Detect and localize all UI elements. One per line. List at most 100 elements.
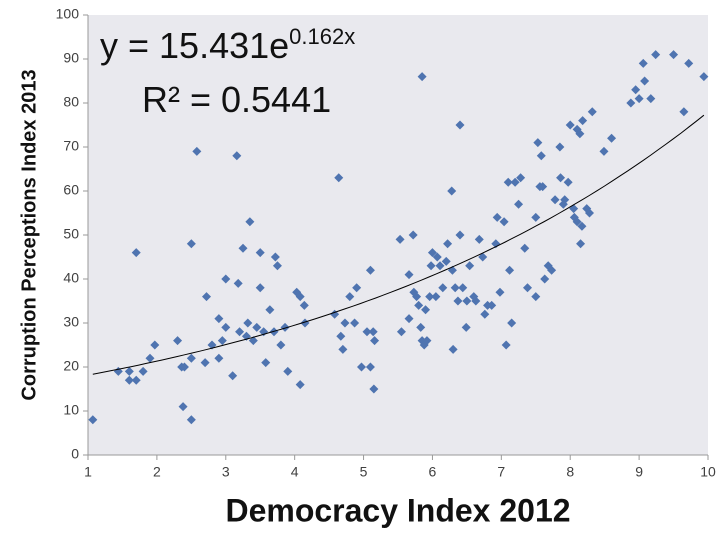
point (214, 314, 224, 324)
point (233, 278, 243, 288)
equation-base: y = 15.431e (100, 25, 289, 66)
y-tick-label: 80 (63, 94, 79, 110)
point (560, 195, 570, 205)
point (201, 292, 211, 302)
point (238, 243, 248, 253)
point (334, 173, 344, 183)
point (186, 239, 196, 249)
y-tick-label: 40 (63, 270, 79, 286)
y-tick-label: 70 (63, 138, 79, 154)
point (510, 177, 520, 187)
point (550, 195, 560, 205)
point (138, 366, 148, 376)
point (531, 292, 541, 302)
point (505, 265, 515, 275)
point (651, 50, 661, 60)
y-tick-label: 10 (63, 402, 79, 418)
y-tick-label: 90 (63, 50, 79, 66)
point (421, 305, 431, 315)
point (228, 371, 238, 381)
point (536, 151, 546, 161)
x-tick-label: 2 (153, 464, 161, 480)
point (507, 318, 517, 328)
plot-area (88, 15, 708, 455)
point (352, 283, 362, 293)
equation-exponent: 0.162x (289, 24, 355, 49)
point (455, 230, 465, 240)
point (368, 327, 378, 337)
point (523, 283, 533, 293)
point (516, 173, 526, 183)
point (455, 120, 465, 130)
point (412, 292, 422, 302)
point (478, 252, 488, 262)
point (426, 261, 436, 271)
point (362, 327, 372, 337)
y-tick-label: 20 (63, 358, 79, 374)
point (487, 300, 497, 310)
x-tick-label: 8 (566, 464, 574, 480)
point (465, 261, 475, 271)
point (255, 248, 265, 258)
point (150, 340, 160, 350)
point (447, 186, 457, 196)
point (124, 375, 134, 385)
x-tick-label: 6 (429, 464, 437, 480)
trendline (92, 114, 705, 375)
point (492, 212, 502, 222)
point (448, 344, 458, 354)
point (555, 142, 565, 152)
point (295, 292, 305, 302)
point (369, 384, 379, 394)
x-axis-label: Democracy Index 2012 (225, 492, 570, 528)
point (425, 292, 435, 302)
point (640, 76, 650, 86)
point (265, 305, 275, 315)
point (221, 322, 231, 332)
point (540, 274, 550, 284)
point (221, 274, 231, 284)
point (416, 322, 426, 332)
point (441, 256, 451, 266)
point (679, 107, 689, 117)
point (124, 366, 134, 376)
point (634, 94, 644, 104)
point (503, 177, 513, 187)
point (338, 344, 348, 354)
point (345, 292, 355, 302)
point (131, 375, 141, 385)
point (280, 322, 290, 332)
point (599, 146, 609, 156)
point (365, 265, 375, 275)
point (356, 362, 366, 372)
point (217, 336, 227, 346)
point (131, 248, 141, 258)
x-tick-label: 10 (700, 464, 716, 480)
point (443, 239, 453, 249)
point (587, 107, 597, 117)
point (435, 261, 445, 271)
point (646, 94, 656, 104)
point (276, 340, 286, 350)
point (495, 287, 505, 297)
point (669, 50, 679, 60)
point (200, 358, 210, 368)
point (576, 239, 586, 249)
y-tick-label: 60 (63, 182, 79, 198)
point (370, 336, 380, 346)
point (431, 292, 441, 302)
point (461, 322, 471, 332)
point (145, 353, 155, 363)
y-axis-label: Corruption Perceptions Index 2013 (18, 69, 40, 400)
point (520, 243, 530, 253)
point (547, 265, 557, 275)
y-tick-label: 30 (63, 314, 79, 330)
point (585, 208, 595, 218)
y-tick-label: 0 (71, 446, 79, 462)
point (272, 261, 282, 271)
point (408, 230, 418, 240)
point (404, 314, 414, 324)
point (450, 283, 460, 293)
point (179, 362, 189, 372)
